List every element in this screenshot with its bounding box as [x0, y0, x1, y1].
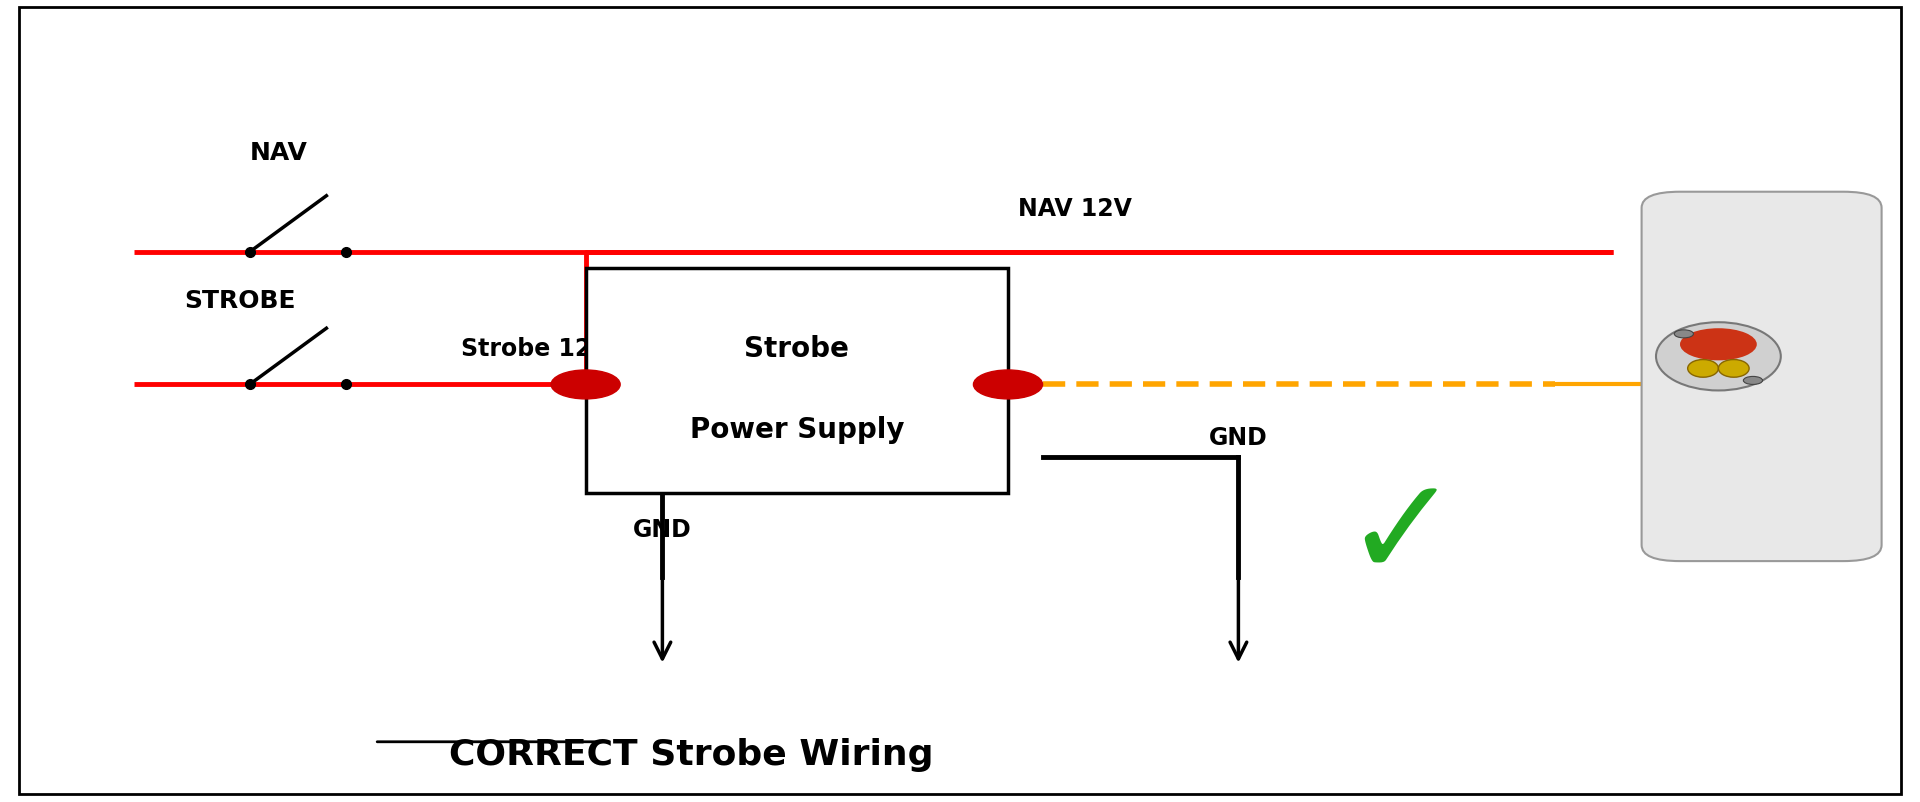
Bar: [586, 269, 1008, 493]
Text: GND: GND: [634, 517, 691, 541]
Ellipse shape: [1655, 322, 1782, 391]
Circle shape: [973, 371, 1043, 399]
Text: Strobe 12V: Strobe 12V: [461, 337, 609, 361]
FancyBboxPatch shape: [1642, 192, 1882, 561]
Circle shape: [551, 371, 620, 399]
Text: GND: GND: [1210, 425, 1267, 449]
Ellipse shape: [1688, 360, 1718, 378]
Text: NAV: NAV: [250, 140, 307, 164]
Text: Power Supply: Power Supply: [689, 415, 904, 443]
Text: STROBE: STROBE: [184, 289, 296, 313]
Ellipse shape: [1680, 329, 1757, 361]
Circle shape: [1674, 330, 1693, 338]
Circle shape: [1743, 377, 1763, 385]
Ellipse shape: [1718, 360, 1749, 378]
Text: Strobe: Strobe: [745, 335, 849, 363]
Text: ✓: ✓: [1344, 470, 1459, 605]
Text: CORRECT Strobe Wiring: CORRECT Strobe Wiring: [449, 737, 933, 771]
Text: NAV 12V: NAV 12V: [1018, 196, 1133, 221]
